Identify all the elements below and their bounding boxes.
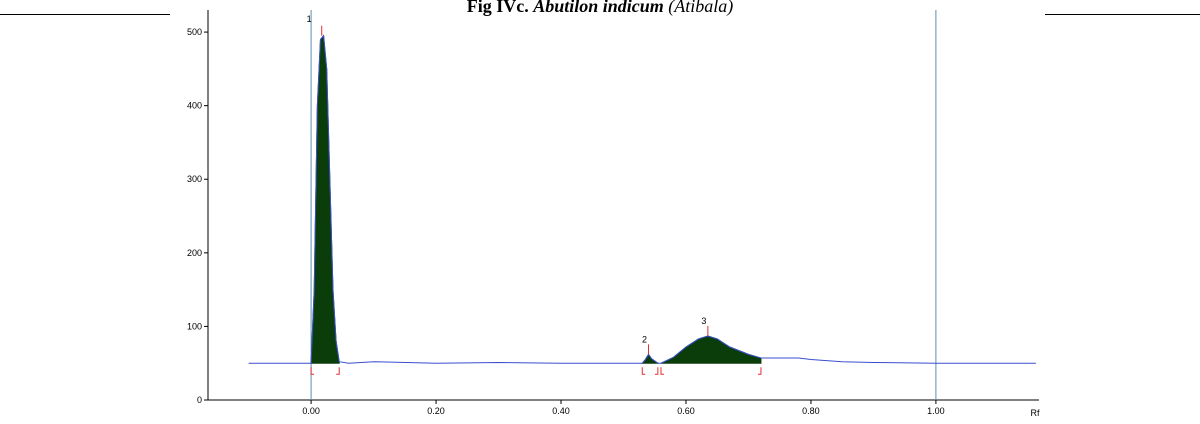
x-tick-label: 0.40	[552, 406, 570, 416]
x-tick-label: 1.00	[927, 406, 945, 416]
title-common: (Atibala)	[668, 0, 733, 17]
y-tick-label: 500	[187, 27, 202, 37]
y-tick-label: 0	[197, 395, 202, 405]
y-tick-label: 300	[187, 174, 202, 184]
y-tick-label: 100	[187, 321, 202, 331]
peak-start-marker	[310, 367, 315, 375]
x-tick-label: 0.20	[427, 406, 445, 416]
x-tick-label: 0.00	[302, 406, 320, 416]
peak-label: 3	[701, 316, 706, 326]
peak-label: 2	[642, 334, 647, 344]
peak-end-marker	[757, 367, 762, 375]
peak-area	[660, 335, 762, 364]
title-label: Fig IVc.	[467, 0, 529, 16]
x-tick-label: 0.80	[802, 406, 820, 416]
peak-end-marker	[654, 367, 659, 375]
y-tick-label: 400	[187, 101, 202, 111]
x-axis-label: Rf	[1031, 408, 1040, 418]
scan-line	[248, 34, 1036, 364]
chart-title: Fig IVc. Abutilon indicum (Atibala)	[467, 0, 734, 17]
y-tick-label: 200	[187, 248, 202, 258]
peak-start-marker	[641, 367, 646, 375]
peak-start-marker	[660, 367, 664, 375]
x-tick-label: 0.60	[677, 406, 695, 416]
title-species: Abutilon indicum	[532, 0, 664, 16]
peak-end-marker	[336, 367, 340, 375]
peak-label: 1	[307, 14, 312, 24]
